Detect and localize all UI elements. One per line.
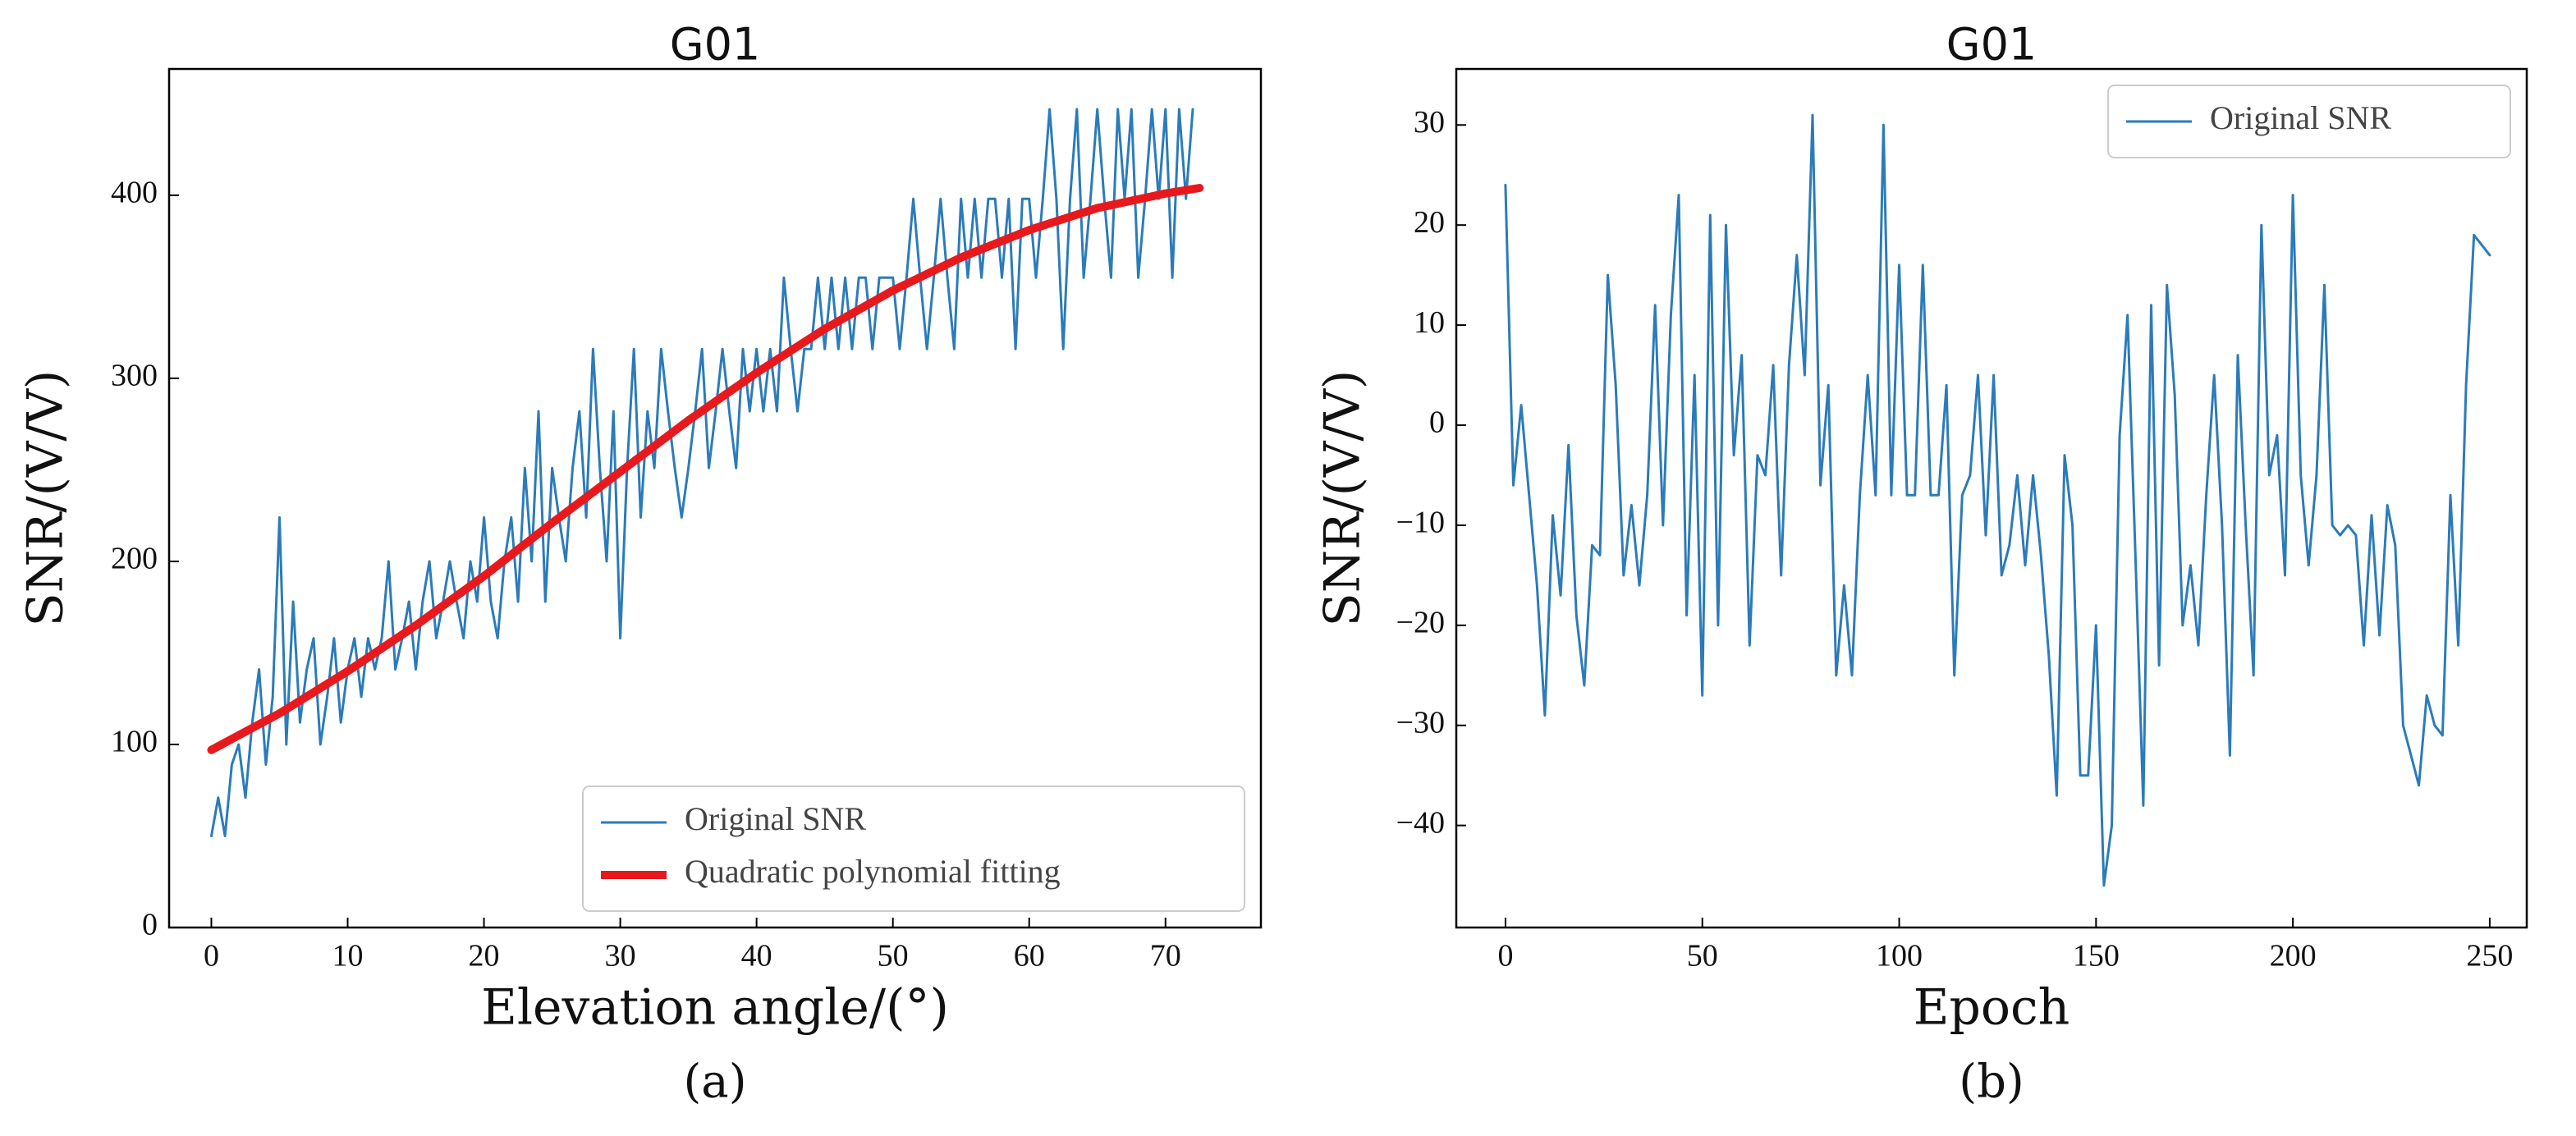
y-tick-label: −30 — [1396, 705, 1445, 740]
x-tick-label: 250 — [2466, 939, 2513, 973]
y-axis-label: SNR/(V/V) — [17, 370, 75, 627]
caption: (b) — [1959, 1056, 2024, 1109]
y-tick-label: 0 — [1429, 405, 1445, 440]
plot-frame — [1455, 67, 2528, 929]
x-axis-label: Epoch — [1914, 979, 2070, 1037]
y-tick-label: −20 — [1396, 606, 1445, 640]
y-tick-label: 300 — [111, 359, 158, 393]
legend-label: Quadratic polynomial fitting — [685, 853, 1061, 890]
chart-title: G01 — [670, 19, 761, 71]
legend-box — [2107, 85, 2511, 158]
legend-label: Original SNR — [685, 800, 866, 837]
y-tick-label: −40 — [1396, 805, 1445, 840]
caption: (a) — [683, 1056, 746, 1109]
plot-frame — [167, 67, 1263, 929]
x-tick-label: 0 — [1497, 939, 1513, 973]
data-line — [207, 184, 1204, 754]
y-tick-label: 0 — [142, 908, 158, 942]
x-tick-label: 50 — [1687, 939, 1718, 973]
y-tick-label: 10 — [1414, 305, 1445, 340]
x-tick-label: 70 — [1150, 939, 1181, 973]
x-tick-label: 10 — [332, 939, 364, 973]
chart-title: G01 — [1946, 19, 2037, 71]
y-tick-label: 200 — [111, 542, 158, 576]
y-tick-label: −10 — [1396, 506, 1445, 540]
legend-label: Original SNR — [2210, 99, 2391, 136]
y-tick-label: 20 — [1414, 205, 1445, 240]
y-tick-label: 400 — [111, 176, 158, 210]
y-tick-label: 30 — [1414, 105, 1445, 140]
y-axis-label: SNR/(V/V) — [1314, 370, 1372, 627]
x-tick-label: 50 — [878, 939, 909, 973]
data-line — [1504, 113, 2491, 887]
x-tick-label: 20 — [469, 939, 500, 973]
x-tick-label: 60 — [1014, 939, 1045, 973]
x-tick-label: 30 — [605, 939, 636, 973]
x-tick-label: 40 — [741, 939, 772, 973]
x-tick-label: 0 — [204, 939, 219, 973]
legend-box — [582, 786, 1245, 912]
x-tick-label: 150 — [2073, 939, 2120, 973]
y-tick-label: 100 — [111, 725, 158, 759]
x-tick-label: 200 — [2270, 939, 2317, 973]
x-axis-label: Elevation angle/(°) — [481, 979, 949, 1037]
data-line — [210, 108, 1194, 837]
x-tick-label: 100 — [1876, 939, 1923, 973]
